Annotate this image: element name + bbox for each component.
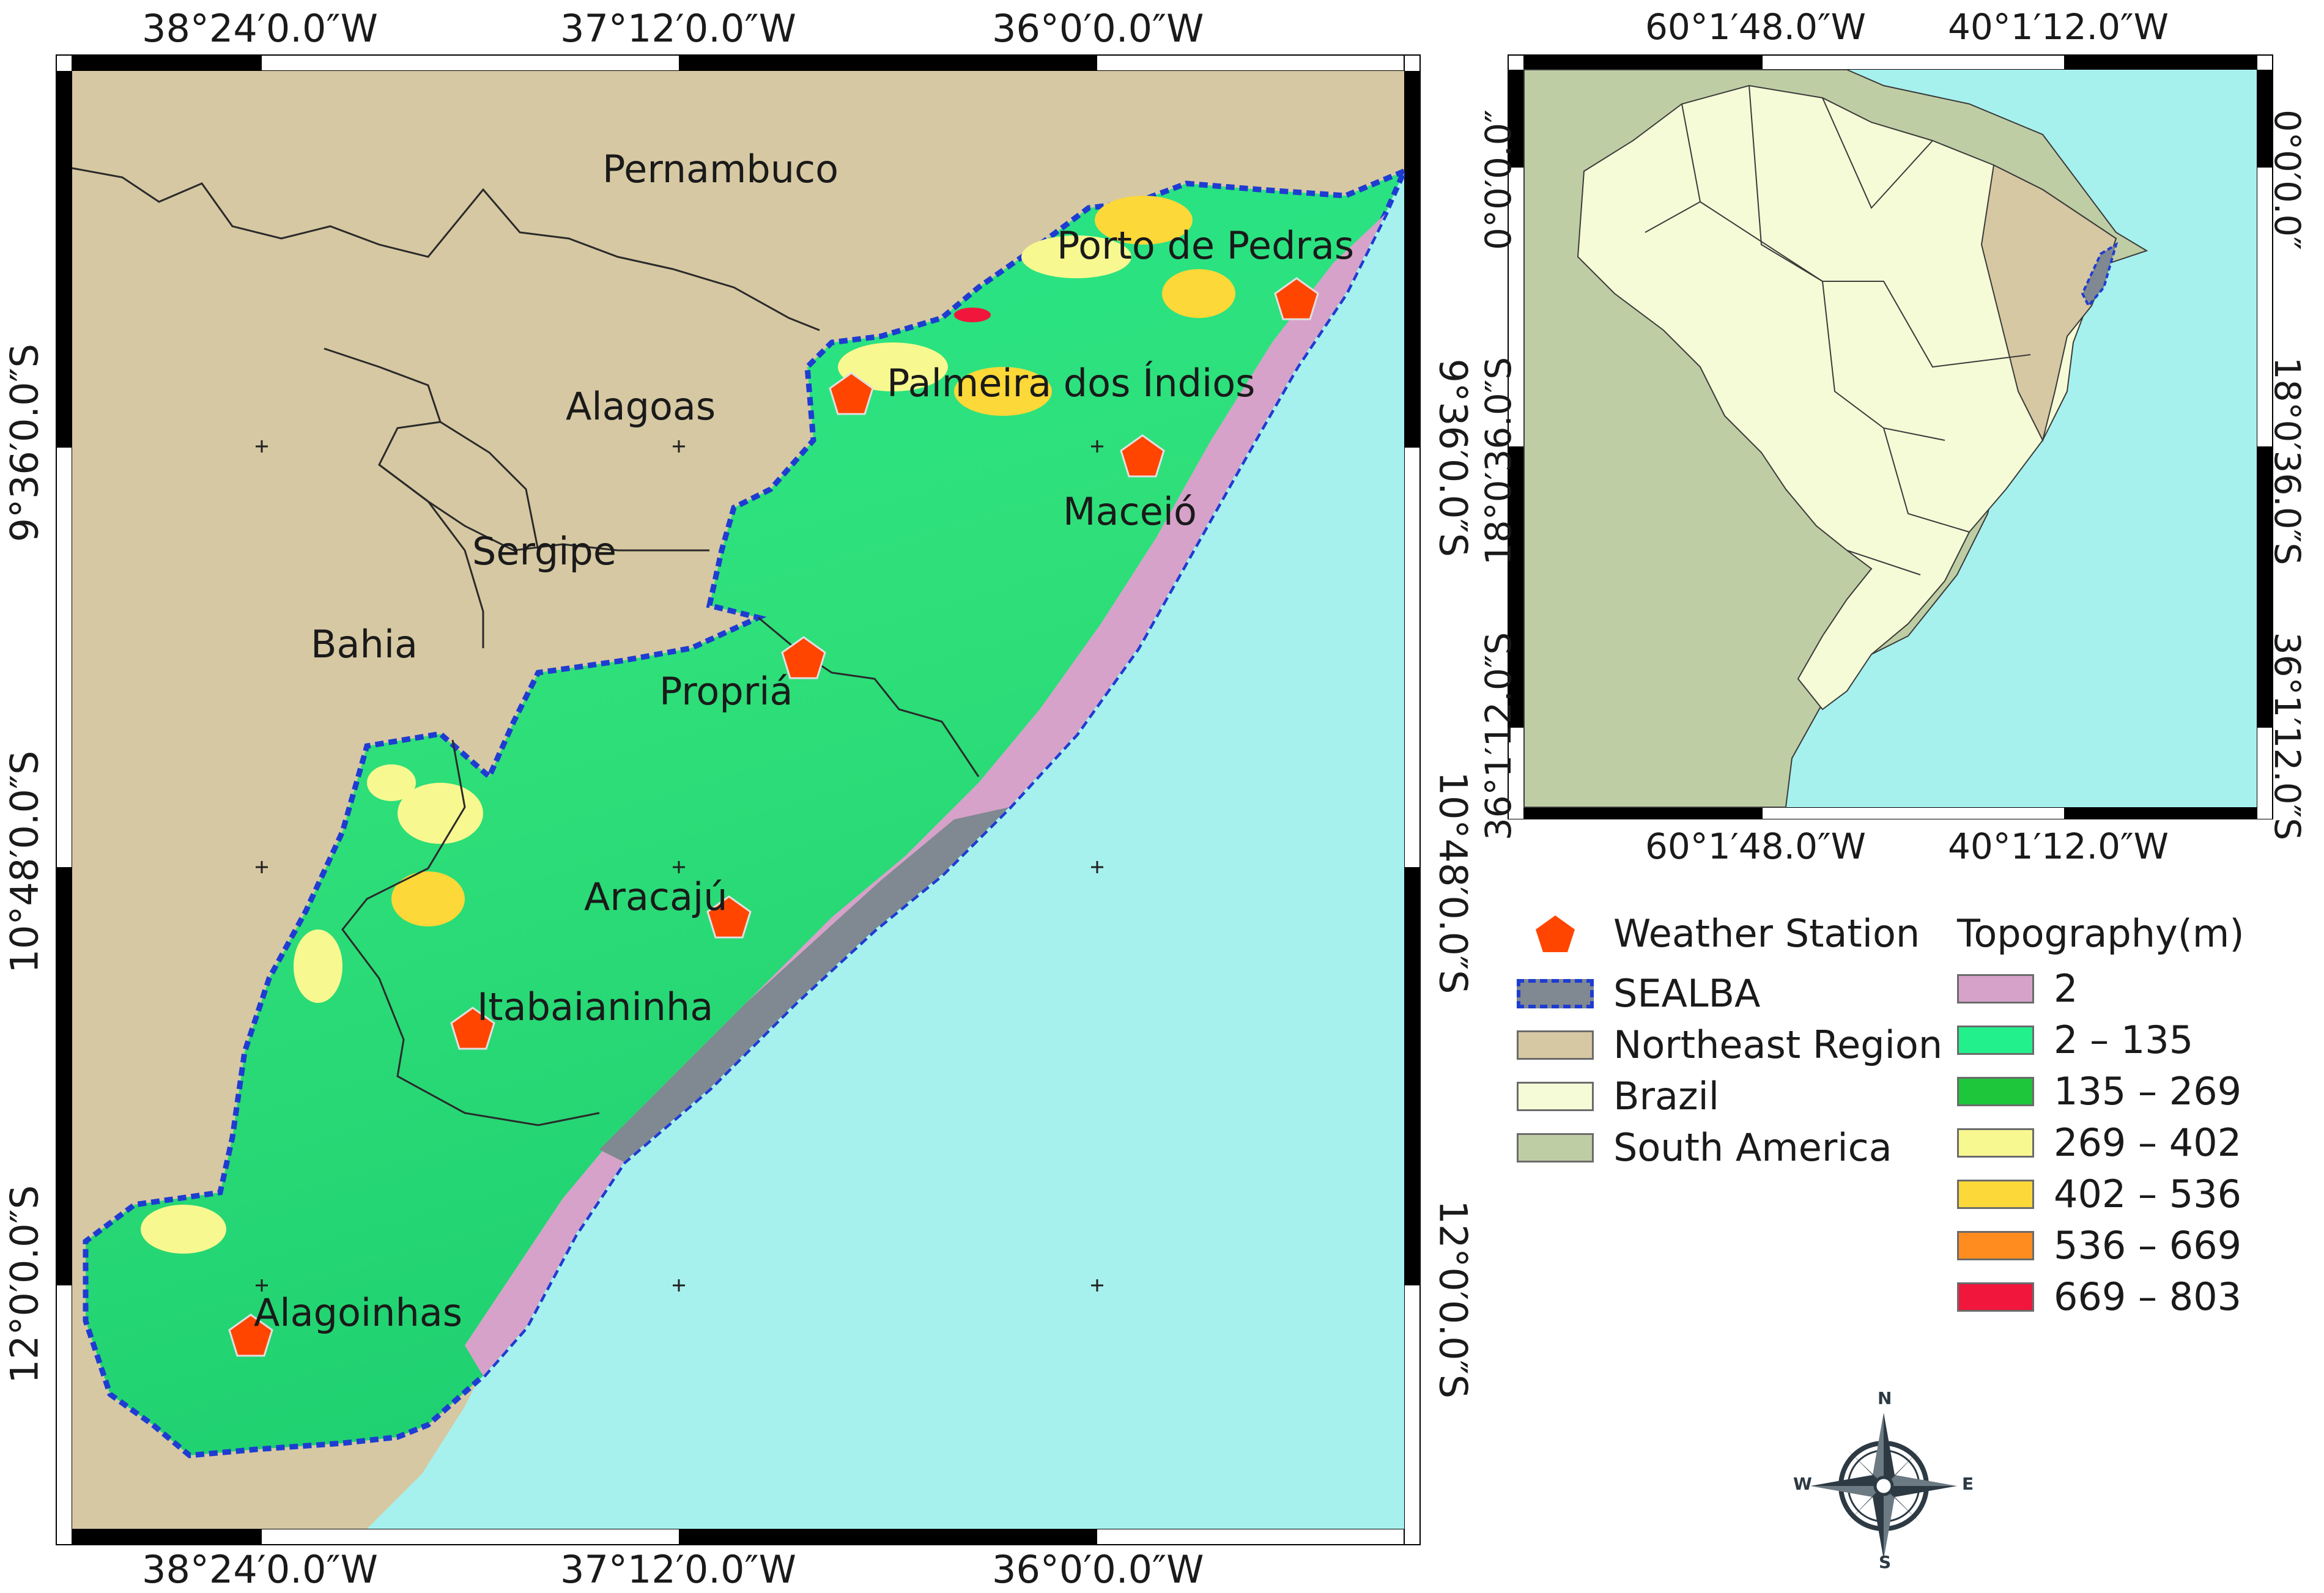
topo-swatch-6 [1957, 1230, 2034, 1260]
station-label-maceio: Maceió [1063, 489, 1197, 534]
topo-swatch-4 [1957, 1128, 2034, 1158]
legend-label-sealba: SEALBA [1613, 971, 1761, 1016]
main-map [56, 54, 1421, 1545]
station-label-propria: Propriá [659, 669, 793, 714]
inset-state-lines [1645, 85, 2031, 575]
compass-n: N [1878, 1388, 1892, 1408]
topo-label-6: 536 – 669 [2054, 1223, 2242, 1268]
compass-e: E [1962, 1474, 1974, 1494]
topo-swatch-2 [1957, 1025, 2034, 1055]
lat-label-right-2: 10°48′0.0″S [1430, 771, 1476, 994]
topo-label-7: 669 – 803 [2054, 1274, 2242, 1319]
topo-class-6: 536 – 669 [1957, 1223, 2241, 1268]
topo-class-2: 2 – 135 [1957, 1018, 2193, 1062]
topo-swatch-7 [1957, 1282, 2034, 1312]
legend-label-brazil: Brazil [1613, 1074, 1720, 1118]
lat-label-right-3: 12°0′0.0″S [1430, 1200, 1476, 1399]
inset-lat-label-right-2: 18°0′36.0″S [2267, 357, 2308, 566]
northeast-region [1980, 164, 2117, 442]
topo-label-4: 269 – 402 [2054, 1120, 2242, 1165]
sealba-swatch [1517, 978, 1594, 1008]
legend-item-northeast-region: Northeast Region [1517, 1022, 1942, 1067]
topo-label-1: 2 [2054, 966, 2078, 1011]
legend-label-weather-station: Weather Station [1613, 911, 1920, 956]
sealba-region [83, 166, 1410, 1458]
frame-ticks [56, 54, 1421, 1545]
topo-class-1: 2 [1957, 966, 2078, 1011]
topo-class-5: 402 – 536 [1957, 1172, 2241, 1216]
topo-swatch-5 [1957, 1179, 2034, 1209]
station-marker-maceio[interactable] [1120, 434, 1165, 478]
lat-label-left-3: 12°0′0.0″S [2, 1185, 47, 1384]
inset-lon-label-bottom-2: 40°1′12.0″W [1948, 826, 2169, 867]
station-label-itabaianinha: Itabaianinha [477, 985, 714, 1029]
station-marker-porto-de-pedras[interactable] [1274, 277, 1319, 320]
lon-label-top-3: 36°0′0.0″W [992, 6, 1204, 51]
legend-item-south-america: South America [1517, 1125, 1892, 1170]
lon-label-top-1: 38°24′0.0″W [142, 6, 378, 51]
legend-item-sealba: SEALBA [1517, 971, 1760, 1016]
topo-class-7: 669 – 803 [1957, 1274, 2241, 1319]
topo-swatch-3 [1957, 1076, 2034, 1106]
highlands [141, 196, 1235, 1254]
lon-label-bottom-2: 37°12′0.0″W [560, 1547, 796, 1592]
topo-label-3: 135 – 269 [2054, 1069, 2242, 1114]
station-marker-alagoinhas[interactable] [228, 1314, 273, 1357]
inset-lat-label-left-2: 18°0′36.0″S [1478, 357, 1519, 566]
station-marker-propria[interactable] [781, 636, 826, 679]
topo-label-2: 2 – 135 [2054, 1018, 2194, 1062]
inset-lat-label-left-1: 0°0′0.0″ [1478, 109, 1519, 250]
legend-item-brazil: Brazil [1517, 1074, 1719, 1118]
state-label-bahia: Bahia [311, 622, 418, 667]
station-label-alagoinhas: Alagoinhas [254, 1290, 463, 1335]
state-label-pernambuco: Pernambuco [602, 147, 839, 191]
topo-swatch-1 [1957, 974, 2034, 1003]
topo-class-4: 269 – 402 [1957, 1120, 2241, 1165]
lon-label-bottom-1: 38°24′0.0″W [142, 1547, 378, 1592]
topo-label-5: 402 – 536 [2054, 1172, 2242, 1216]
station-label-aracaju: Aracajú [584, 874, 728, 919]
lon-label-top-2: 37°12′0.0″W [560, 6, 796, 51]
compass-icon [1810, 1413, 1957, 1559]
compass-w: W [1793, 1474, 1812, 1494]
station-label-palmeira-dos-indios: Palmeira dos Índios [887, 361, 1256, 405]
inset-sealba [2081, 242, 2119, 308]
inset-lat-label-right-1: 0°0′0.0″ [2267, 109, 2308, 250]
station-label-porto-de-pedras: Porto de Pedras [1057, 223, 1355, 268]
topo-class-3: 135 – 269 [1957, 1069, 2241, 1114]
coastal-strip [599, 807, 1009, 1162]
inset-lat-label-right-3: 36°1′12.0″S [2267, 632, 2308, 841]
pentagon-icon [1536, 915, 1575, 952]
brazil-swatch [1517, 1081, 1594, 1111]
lat-label-left-1: 9°36′0.0″S [2, 343, 47, 542]
compass-rose: N S W E [1792, 1388, 1975, 1584]
state-label-alagoas: Alagoas [566, 384, 716, 429]
station-marker-aracaju[interactable] [706, 895, 752, 939]
station-marker-itabaianinha[interactable] [450, 1007, 495, 1050]
inset-lon-label-top-2: 40°1′12.0″W [1948, 6, 2169, 48]
lat-label-right-1: 9°36′0.0″S [1430, 358, 1476, 558]
legend-item-weather-station: Weather Station [1517, 911, 1920, 956]
compass-s: S [1879, 1552, 1892, 1572]
topo-title: Topography(m) [1957, 911, 2244, 956]
inset-map [1504, 49, 2281, 820]
state-label-sergipe: Sergipe [472, 529, 616, 574]
lon-label-bottom-3: 36°0′0.0″W [992, 1547, 1204, 1592]
inset-lon-label-bottom-1: 60°1′48.0″W [1645, 826, 1867, 867]
legend: Weather Station SEALBA Northeast Region … [1517, 911, 2318, 1351]
northeast-swatch [1517, 1030, 1594, 1060]
station-markers [228, 277, 1319, 1357]
legend-label-northeast-region: Northeast Region [1613, 1022, 1943, 1067]
inset-lon-label-top-1: 60°1′48.0″W [1645, 6, 1867, 48]
legend-label-south-america: South America [1613, 1125, 1892, 1170]
station-marker-palmeira-dos-indios[interactable] [829, 372, 874, 415]
south-america-swatch [1517, 1133, 1594, 1162]
inset-lat-label-left-3: 36°1′12.0″S [1478, 632, 1519, 841]
lat-label-left-2: 10°48′0.0″S [2, 750, 47, 974]
graticule-crosses [256, 440, 1103, 1292]
